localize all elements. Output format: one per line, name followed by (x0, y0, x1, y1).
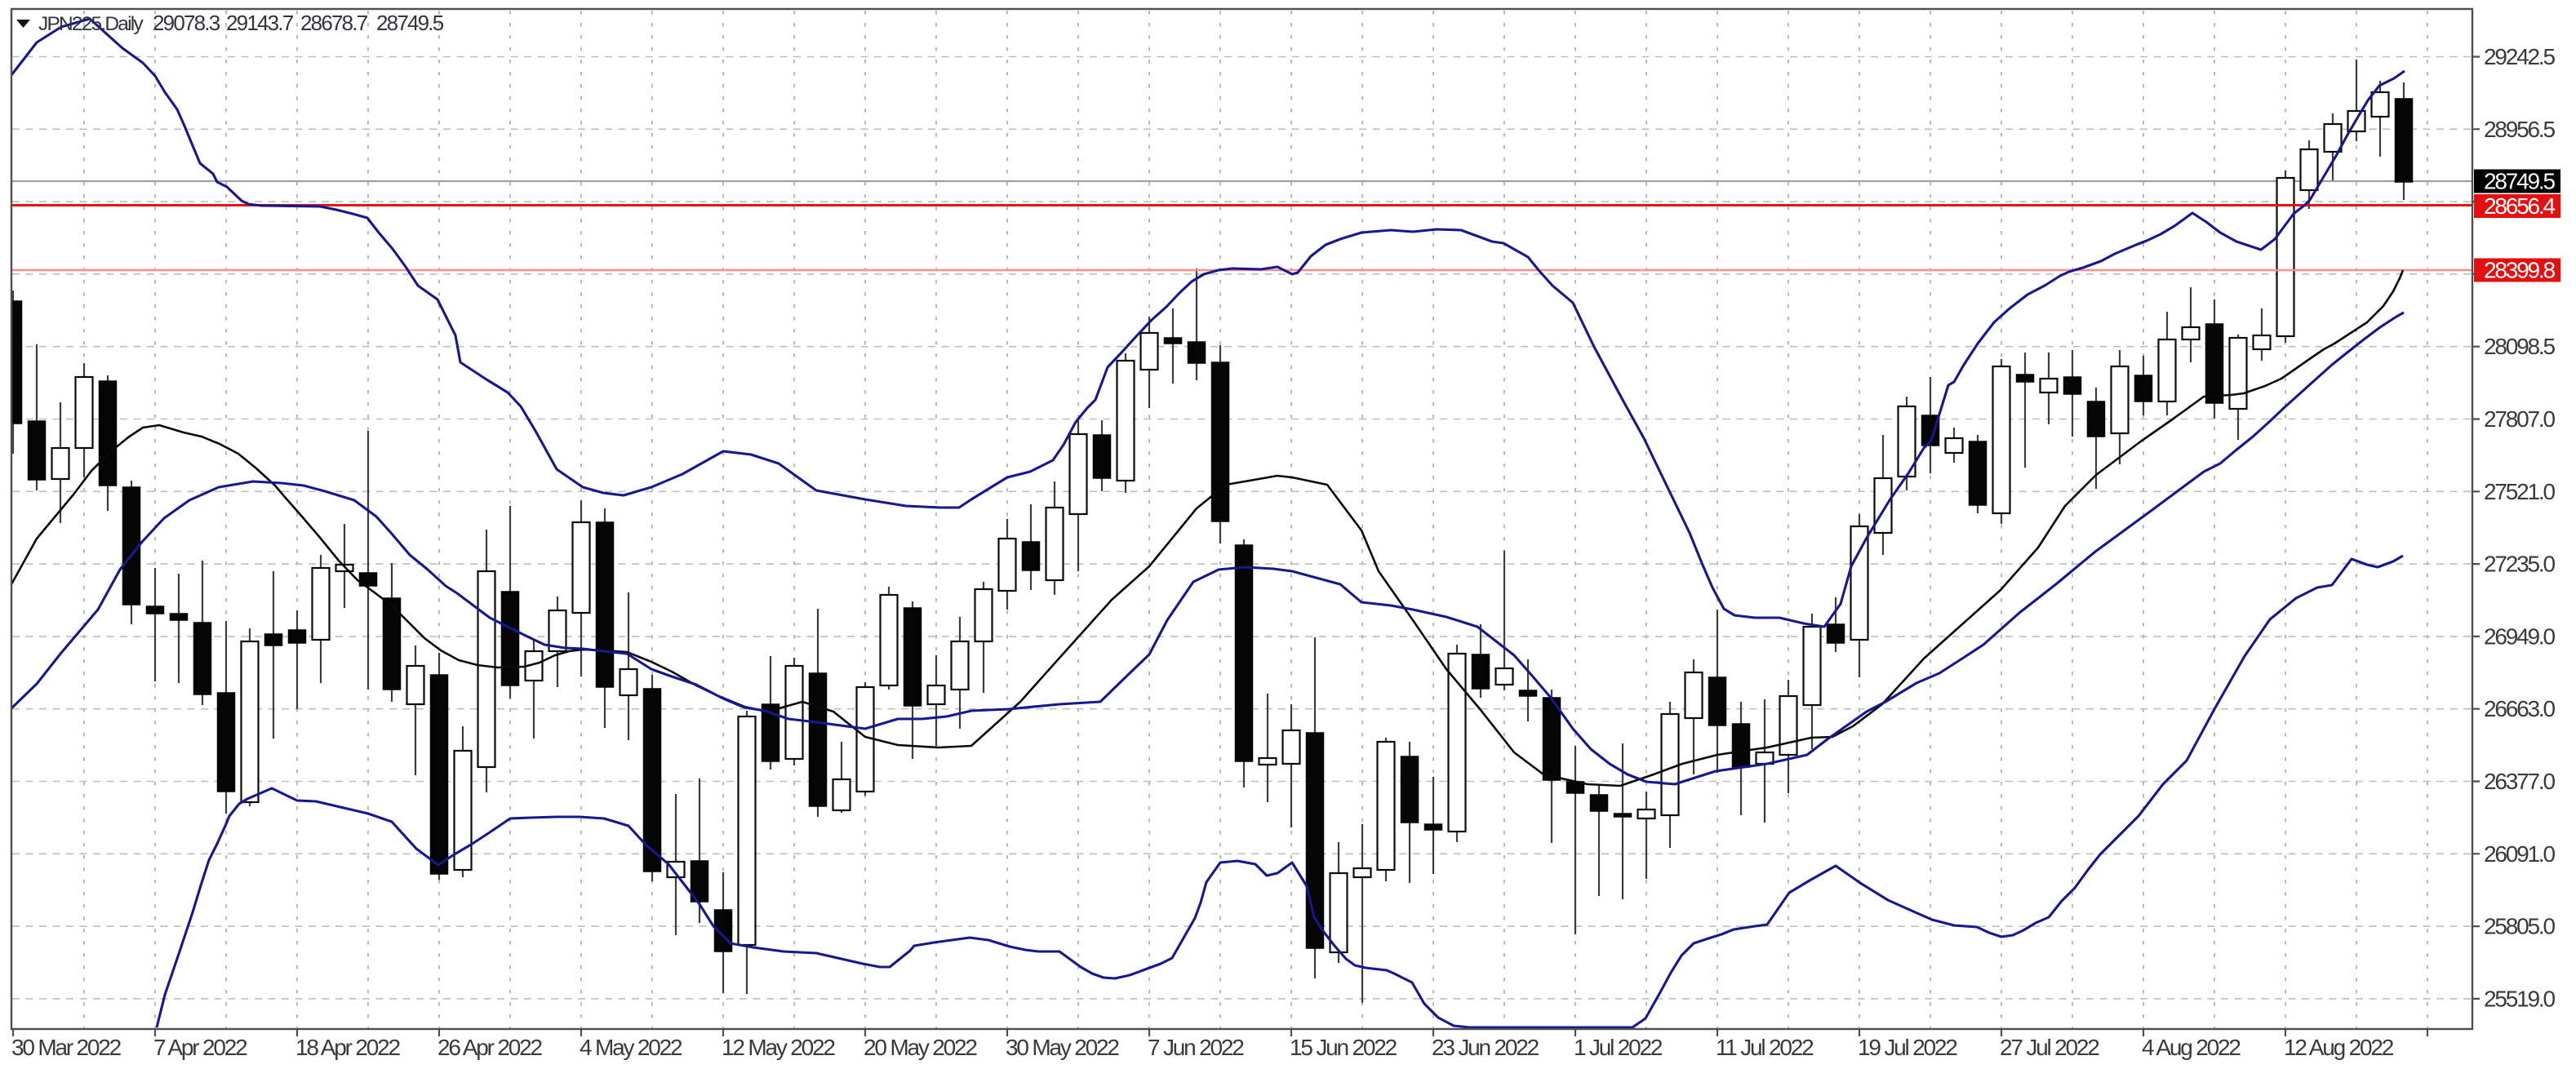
svg-text:28656.4: 28656.4 (2484, 193, 2555, 219)
svg-text:26 Apr 2022: 26 Apr 2022 (437, 1035, 542, 1060)
svg-text:28749.5: 28749.5 (376, 11, 444, 35)
svg-text:27 Jul 2022: 27 Jul 2022 (2000, 1035, 2099, 1060)
svg-text:28098.5: 28098.5 (2484, 334, 2555, 359)
svg-text:26091.0: 26091.0 (2484, 841, 2555, 867)
svg-text:7 Apr 2022: 7 Apr 2022 (153, 1035, 247, 1060)
svg-text:27521.0: 27521.0 (2484, 479, 2555, 504)
svg-text:27807.0: 27807.0 (2484, 406, 2555, 432)
svg-text:28956.5: 28956.5 (2484, 117, 2555, 142)
svg-text:26949.0: 26949.0 (2484, 623, 2555, 649)
svg-text:28399.8: 28399.8 (2484, 258, 2555, 283)
svg-text:26377.0: 26377.0 (2484, 769, 2555, 794)
svg-text:1 Jul 2022: 1 Jul 2022 (1574, 1035, 1663, 1060)
svg-text:29242.5: 29242.5 (2484, 44, 2555, 69)
svg-text:4 May 2022: 4 May 2022 (580, 1035, 682, 1060)
svg-text:4 Aug 2022: 4 Aug 2022 (2142, 1035, 2241, 1060)
svg-text:7 Jun 2022: 7 Jun 2022 (1148, 1035, 1244, 1060)
svg-text:15 Jun 2022: 15 Jun 2022 (1290, 1035, 1397, 1060)
svg-text:29143.7: 29143.7 (226, 11, 294, 35)
svg-text:12 May 2022: 12 May 2022 (722, 1035, 835, 1060)
svg-text:27235.0: 27235.0 (2484, 552, 2555, 577)
svg-text:29078.3: 29078.3 (153, 11, 220, 35)
svg-text:23 Jun 2022: 23 Jun 2022 (1432, 1035, 1539, 1060)
svg-text:JPN225,Daily: JPN225,Daily (38, 13, 144, 35)
svg-text:12 Aug 2022: 12 Aug 2022 (2284, 1035, 2394, 1060)
svg-text:30 May 2022: 30 May 2022 (1006, 1035, 1119, 1060)
svg-text:20 May 2022: 20 May 2022 (864, 1035, 977, 1060)
svg-text:26663.0: 26663.0 (2484, 696, 2555, 721)
svg-text:30 Mar 2022: 30 Mar 2022 (11, 1035, 122, 1060)
svg-text:18 Apr 2022: 18 Apr 2022 (295, 1035, 400, 1060)
svg-text:19 Jul 2022: 19 Jul 2022 (1858, 1035, 1957, 1060)
svg-text:28749.5: 28749.5 (2484, 169, 2555, 194)
svg-text:25519.0: 25519.0 (2484, 986, 2555, 1011)
svg-text:28678.7: 28678.7 (300, 11, 368, 35)
svg-text:25805.0: 25805.0 (2484, 914, 2555, 939)
svg-text:11 Jul 2022: 11 Jul 2022 (1716, 1035, 1814, 1060)
